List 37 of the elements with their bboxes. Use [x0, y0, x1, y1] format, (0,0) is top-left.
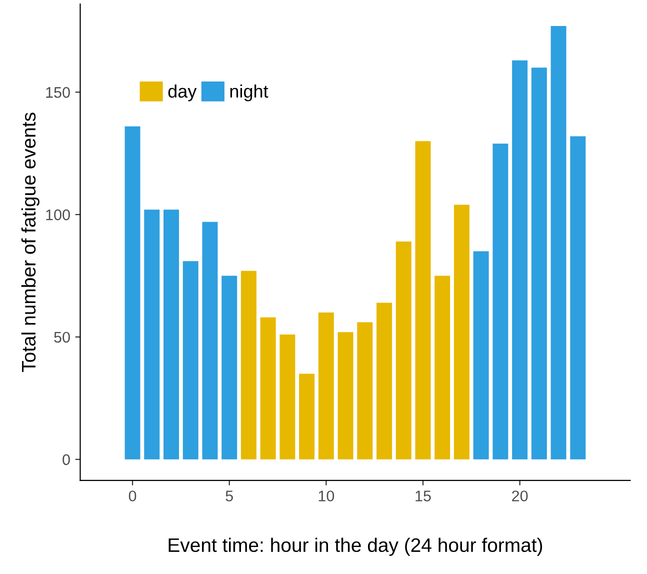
bar [260, 317, 276, 460]
legend-label: day [168, 84, 197, 102]
y-tick-label: 0 [62, 454, 70, 466]
x-tick-label: 20 [512, 490, 528, 502]
bar [492, 144, 508, 460]
bar [144, 210, 160, 460]
x-tick-label: 10 [318, 490, 334, 502]
bar [318, 312, 334, 460]
bar [512, 60, 528, 460]
bar [570, 136, 586, 460]
y-tick-label: 150 [46, 87, 70, 98]
bar [357, 322, 373, 460]
legend-label: night [230, 84, 268, 102]
x-axis-title: Event time: hour in the day (24 hour format) [168, 538, 542, 556]
bar [280, 334, 296, 460]
bar [550, 26, 566, 460]
bar [454, 204, 470, 460]
bar [396, 241, 412, 460]
x-tick-label: 5 [226, 490, 233, 502]
bar [415, 141, 431, 460]
bar [434, 276, 450, 460]
bar [222, 276, 238, 460]
bar [376, 302, 392, 460]
y-tick-label: 100 [46, 209, 70, 220]
bar [299, 374, 315, 460]
bar [202, 222, 218, 460]
bar [182, 261, 198, 460]
bar [473, 251, 489, 460]
x-tick-label: 15 [416, 490, 431, 502]
y-tick-label: 50 [54, 332, 70, 343]
x-tick-label: 0 [128, 490, 136, 502]
bar [163, 210, 179, 460]
y-axis-title: Total number of fatigue events [21, 112, 40, 372]
bar [531, 68, 547, 460]
bar [124, 126, 140, 460]
bar [240, 270, 256, 460]
bar [338, 332, 354, 460]
